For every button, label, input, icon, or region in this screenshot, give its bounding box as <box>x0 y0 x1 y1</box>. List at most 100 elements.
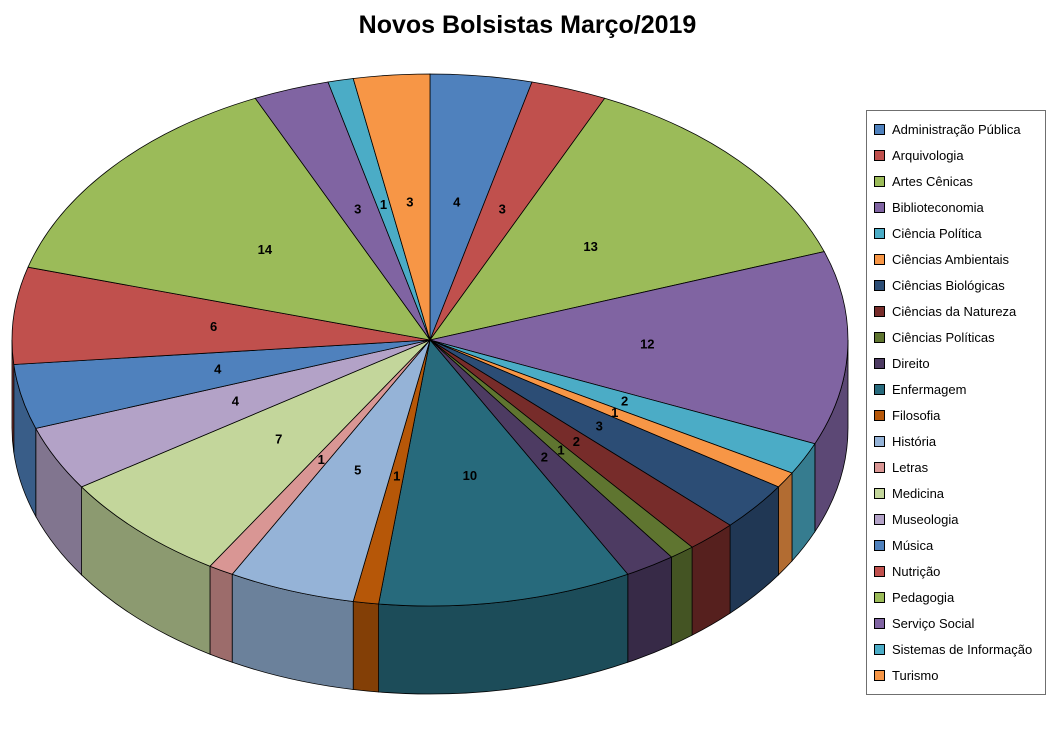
data-label: 13 <box>583 239 597 254</box>
data-label: 6 <box>210 319 217 334</box>
pie-slice-side <box>352 601 379 693</box>
legend-swatch <box>874 254 885 265</box>
pie-slice-side <box>209 565 233 663</box>
data-label: 7 <box>275 431 282 446</box>
legend-label: Ciências Políticas <box>892 330 995 345</box>
legend-item: Biblioteconomia <box>874 197 1038 218</box>
legend-swatch <box>874 280 885 291</box>
legend-label: Música <box>892 538 934 553</box>
legend-item: Filosofia <box>874 405 1038 426</box>
legend-item: Museologia <box>874 509 1038 530</box>
legend-label: História <box>892 434 937 449</box>
legend-label: Biblioteconomia <box>892 200 984 215</box>
legend-swatch <box>874 618 885 629</box>
data-label: 4 <box>232 394 240 409</box>
data-label: 3 <box>354 202 361 217</box>
legend-swatch <box>874 332 885 343</box>
pie-slice <box>378 339 629 607</box>
pie-slice <box>429 97 825 341</box>
legend-item: História <box>874 431 1038 452</box>
data-label: 5 <box>354 463 361 478</box>
legend-item: Ciências da Natureza <box>874 301 1038 322</box>
legend-label: Letras <box>892 460 929 475</box>
data-label: 1 <box>318 452 325 467</box>
legend-item: Letras <box>874 457 1038 478</box>
data-label: 4 <box>214 362 222 377</box>
pie-slice <box>80 339 431 567</box>
legend-item: Direito <box>874 353 1038 374</box>
legend-label: Filosofia <box>892 408 941 423</box>
legend-item: Administração Pública <box>874 119 1038 140</box>
chart-title: Novos Bolsistas Março/2019 <box>358 11 697 39</box>
legend-label: Ciências Ambientais <box>892 252 1010 267</box>
data-label: 1 <box>557 442 564 457</box>
legend-item: Medicina <box>874 483 1038 504</box>
legend-item: Ciência Política <box>874 223 1038 244</box>
legend-item: Serviço Social <box>874 613 1038 634</box>
data-label: 2 <box>621 394 628 409</box>
data-label: 1 <box>393 469 400 484</box>
legend-label: Sistemas de Informação <box>892 642 1033 657</box>
legend-swatch <box>874 176 885 187</box>
pie-slice-side <box>627 556 672 663</box>
legend-item: Turismo <box>874 665 1038 686</box>
legend-label: Medicina <box>892 486 945 501</box>
legend-label: Ciência Política <box>892 226 982 241</box>
legend-swatch <box>874 150 885 161</box>
legend-item: Arquivologia <box>874 145 1038 166</box>
data-label: 2 <box>541 450 548 465</box>
pie-slice-side <box>671 546 693 646</box>
legend-swatch <box>874 644 885 655</box>
pie-slice <box>352 73 431 341</box>
legend-swatch <box>874 540 885 551</box>
legend-item: Ciências Biológicas <box>874 275 1038 296</box>
data-label: 1 <box>380 197 387 212</box>
data-label: 1 <box>611 405 618 420</box>
data-label: 3 <box>499 202 506 217</box>
data-label: 10 <box>463 468 477 483</box>
legend-label: Ciências Biológicas <box>892 278 1005 293</box>
legend-item: Sistemas de Informação <box>874 639 1038 660</box>
legend-swatch <box>874 306 885 317</box>
legend-item: Nutrição <box>874 561 1038 582</box>
legend-item: Ciências Ambientais <box>874 249 1038 270</box>
legend-swatch <box>874 566 885 577</box>
legend-swatch <box>874 384 885 395</box>
data-label: 3 <box>406 194 413 209</box>
legend-label: Ciências da Natureza <box>892 304 1017 319</box>
pie-slice <box>429 251 849 445</box>
legend-item: Artes Cênicas <box>874 171 1038 192</box>
legend-label: Museologia <box>892 512 959 527</box>
legend-item: Música <box>874 535 1038 556</box>
data-label: 14 <box>258 242 273 257</box>
legend-swatch <box>874 202 885 213</box>
legend-label: Serviço Social <box>892 616 975 631</box>
legend-item: Enfermagem <box>874 379 1038 400</box>
legend-swatch <box>874 670 885 681</box>
legend-swatch <box>874 488 885 499</box>
legend-label: Turismo <box>892 668 939 683</box>
legend-swatch <box>874 436 885 447</box>
legend-swatch <box>874 462 885 473</box>
data-label: 3 <box>596 419 603 434</box>
legend-swatch <box>874 410 885 421</box>
legend-label: Administração Pública <box>892 122 1021 137</box>
legend-item: Ciências Políticas <box>874 327 1038 348</box>
legend-swatch <box>874 358 885 369</box>
data-label: 4 <box>453 195 461 210</box>
legend-swatch <box>874 514 885 525</box>
legend-swatch <box>874 124 885 135</box>
legend-label: Arquivologia <box>892 148 964 163</box>
legend: Administração Pública Arquivologia Artes C… <box>866 110 1046 695</box>
data-label: 12 <box>640 336 654 351</box>
pie-slice <box>11 266 431 365</box>
legend-swatch <box>874 592 885 603</box>
data-label: 2 <box>573 434 580 449</box>
legend-swatch <box>874 228 885 239</box>
legend-item: Pedagogia <box>874 587 1038 608</box>
legend-label: Nutrição <box>892 564 941 579</box>
legend-label: Artes Cênicas <box>892 174 973 189</box>
legend-label: Pedagogia <box>892 590 955 605</box>
